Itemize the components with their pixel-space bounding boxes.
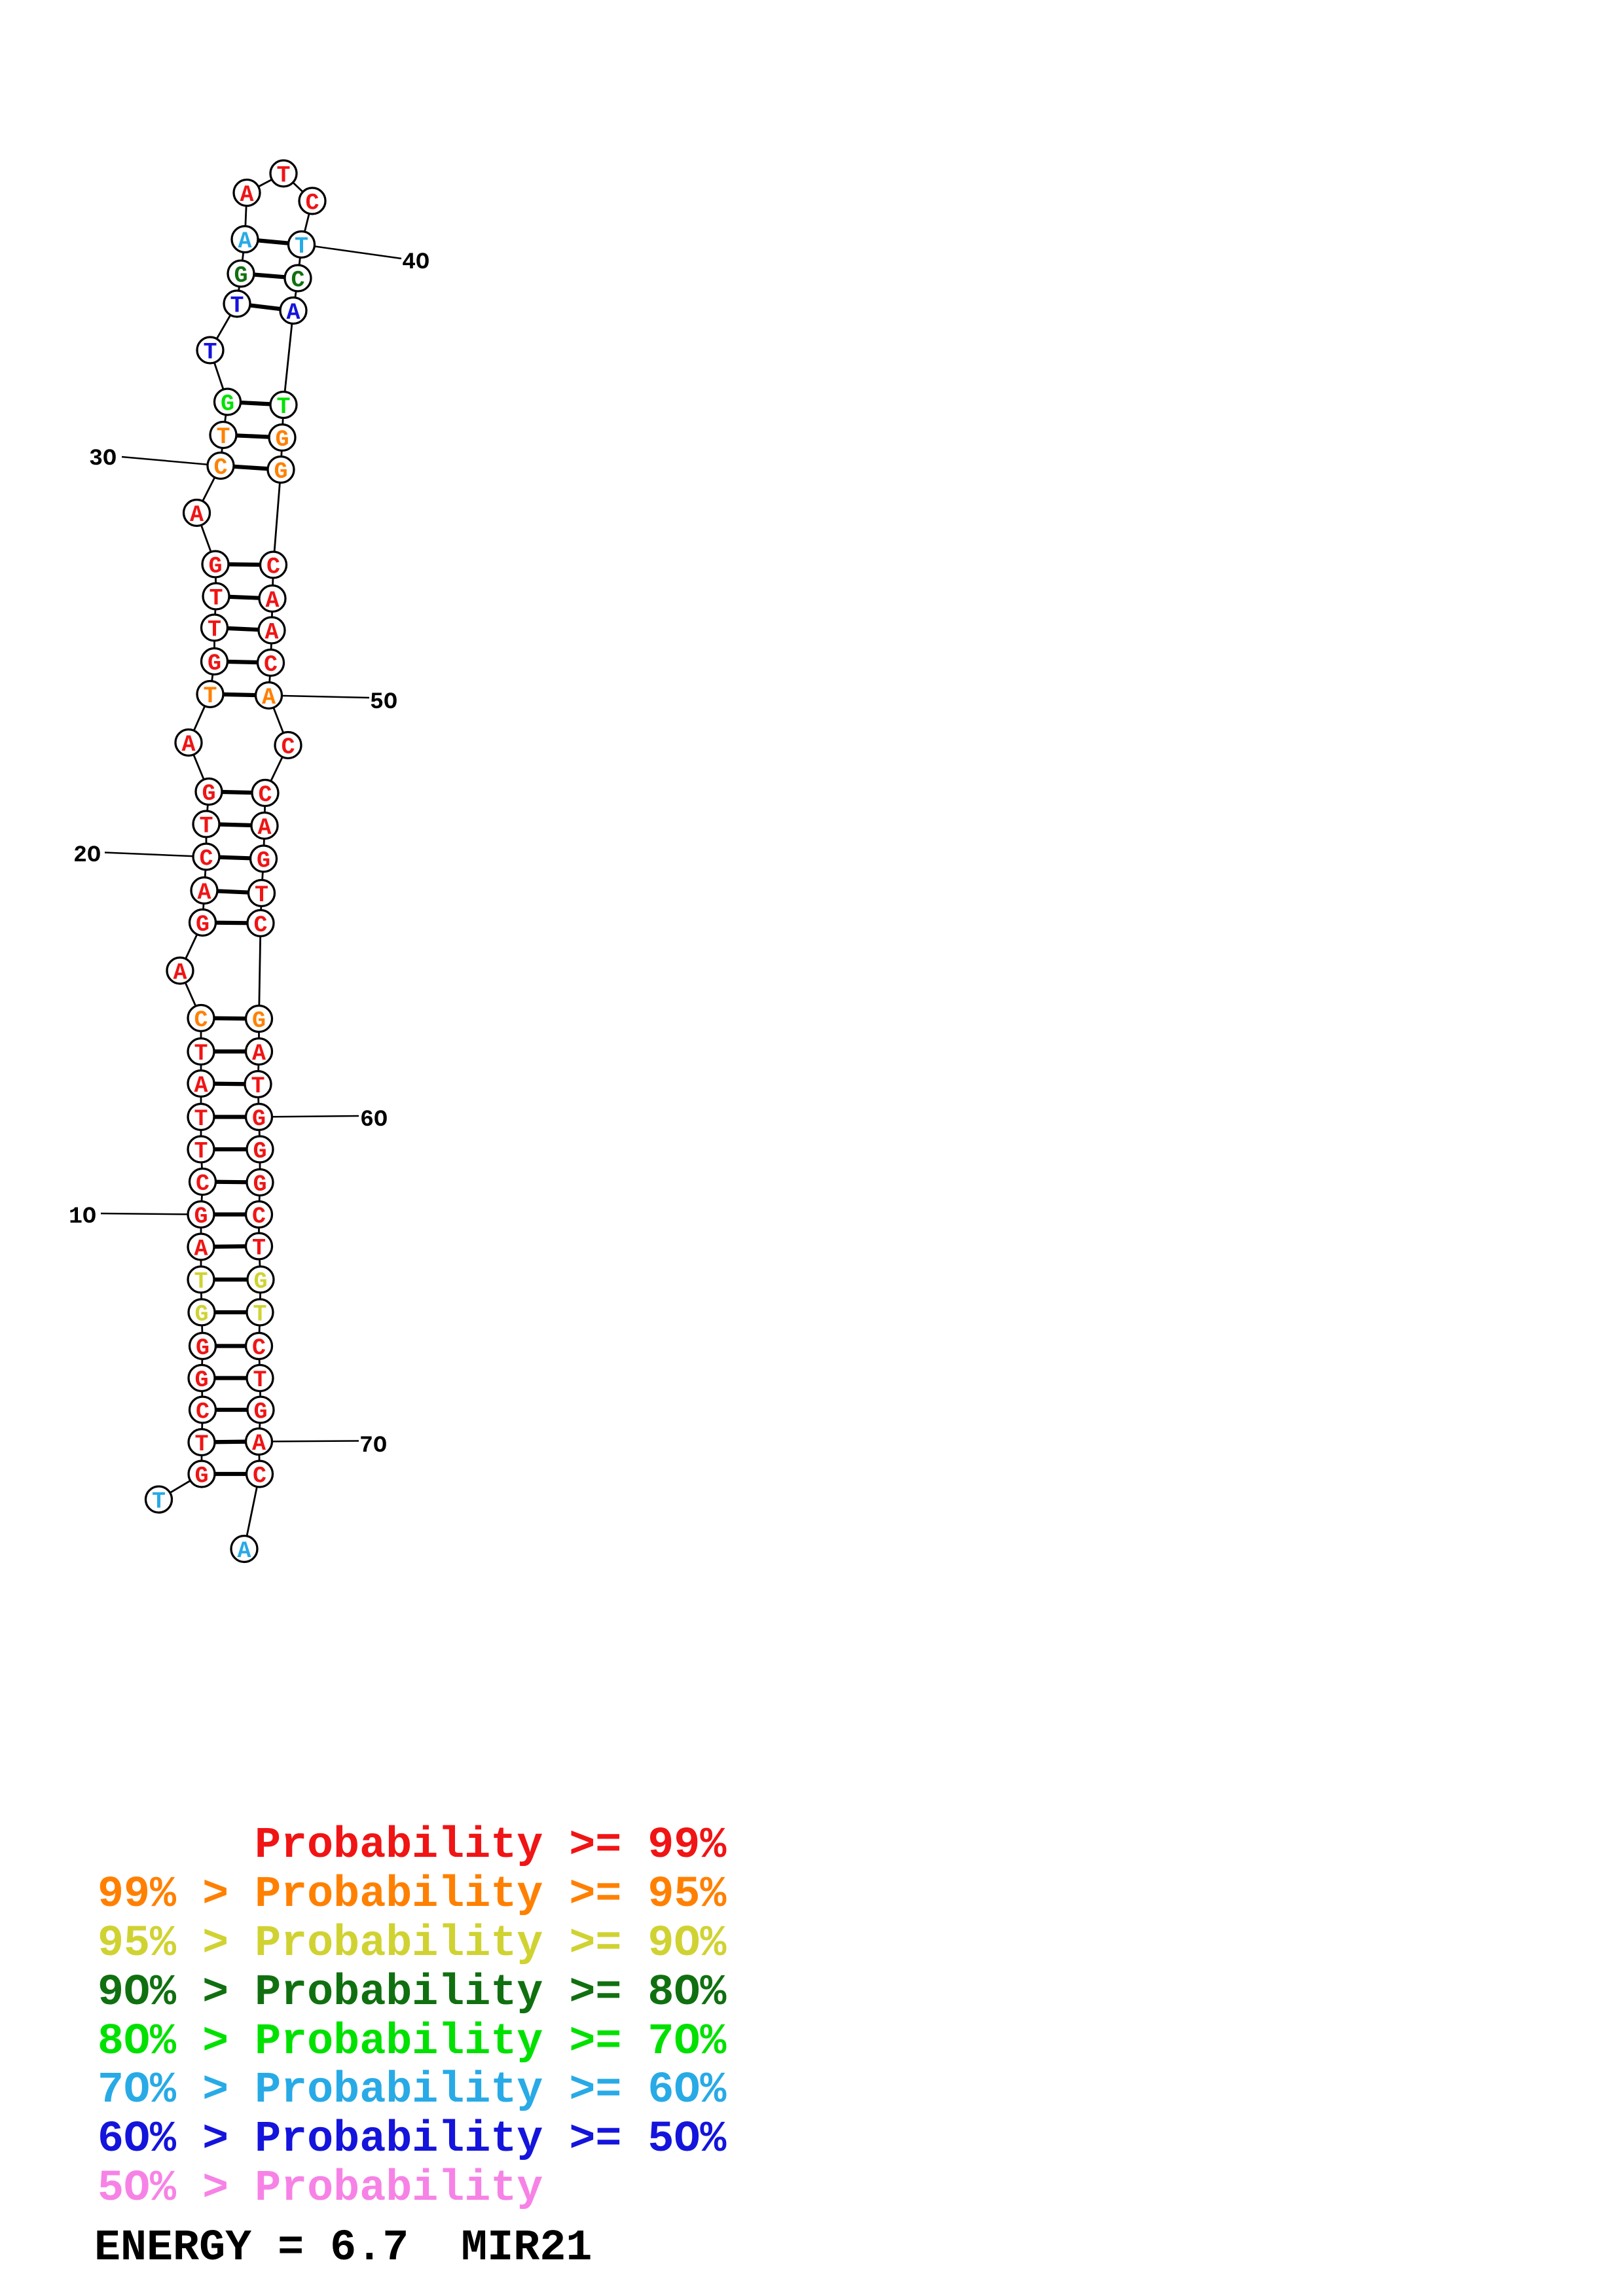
svg-text:C: C [266, 554, 280, 581]
svg-text:T: T [208, 617, 221, 643]
svg-text:C: C [194, 1007, 208, 1033]
svg-text:A: A [197, 880, 211, 906]
svg-text:C: C [252, 1335, 266, 1361]
svg-text:5O% > Probability: 5O% > Probability [98, 2164, 543, 2214]
svg-text:7O% > Probability >= 6O%: 7O% > Probability >= 6O% [98, 2066, 727, 2115]
svg-text:T: T [209, 586, 223, 612]
svg-text:G: G [221, 391, 234, 418]
svg-text:G: G [253, 1269, 267, 1295]
svg-text:T: T [194, 1106, 208, 1132]
svg-text:G: G [234, 263, 247, 289]
svg-text:T: T [295, 234, 308, 260]
svg-text:T: T [253, 1367, 266, 1393]
svg-text:A: A [238, 228, 251, 255]
svg-text:C: C [253, 1463, 266, 1490]
svg-text:4O: 4O [402, 249, 429, 276]
svg-text:G: G [208, 651, 221, 677]
svg-text:T: T [216, 424, 230, 450]
svg-text:G: G [253, 1172, 266, 1198]
svg-text:ENERGY = 6.7 MIR21: ENERGY = 6.7 MIR21 [94, 2223, 592, 2273]
svg-text:G: G [275, 427, 289, 453]
svg-text:A: A [257, 815, 271, 841]
svg-text:C: C [281, 734, 295, 761]
svg-text:T: T [199, 814, 213, 840]
svg-text:A: A [190, 502, 204, 528]
svg-text:G: G [194, 1367, 208, 1393]
svg-text:95% > Probability >= 9O%: 95% > Probability >= 9O% [98, 1919, 727, 1969]
svg-text:G: G [194, 1204, 208, 1230]
svg-text:C: C [258, 782, 272, 808]
svg-text:3O: 3O [89, 446, 117, 472]
svg-text:6O: 6O [360, 1107, 388, 1133]
svg-text:T: T [230, 293, 244, 319]
svg-text:T: T [203, 340, 217, 366]
svg-text:G: G [208, 554, 222, 580]
svg-text:T: T [194, 1431, 208, 1458]
svg-text:T: T [194, 1139, 208, 1165]
svg-text:T: T [251, 1073, 264, 1100]
svg-text:8O% > Probability >= 7O%: 8O% > Probability >= 7O% [98, 2017, 727, 2067]
svg-text:C: C [252, 1204, 266, 1230]
svg-text:G: G [253, 1399, 267, 1426]
svg-text:G: G [274, 459, 287, 485]
svg-text:C: C [264, 652, 278, 678]
svg-text:T: T [255, 882, 268, 908]
svg-text:G: G [202, 781, 215, 807]
svg-text:A: A [264, 620, 278, 646]
svg-text:A: A [240, 182, 253, 208]
svg-text:Probability >= 99%: Probability >= 99% [255, 1821, 727, 1871]
svg-text:G: G [194, 1463, 208, 1490]
svg-text:7O: 7O [359, 1433, 387, 1459]
svg-text:T: T [276, 163, 290, 189]
svg-text:1O: 1O [69, 1204, 96, 1230]
svg-text:6O% > Probability >= 5O%: 6O% > Probability >= 5O% [98, 2115, 727, 2164]
svg-text:99% > Probability >= 95%: 99% > Probability >= 95% [98, 1870, 727, 1920]
svg-text:T: T [152, 1489, 166, 1515]
svg-text:A: A [237, 1538, 251, 1564]
svg-text:2O: 2O [73, 842, 101, 869]
svg-text:C: C [213, 455, 227, 481]
svg-text:A: A [194, 1236, 208, 1263]
svg-text:9O% > Probability >= 8O%: 9O% > Probability >= 8O% [98, 1968, 727, 2018]
svg-text:A: A [194, 1073, 208, 1099]
svg-text:A: A [181, 732, 195, 758]
svg-text:C: C [196, 1399, 210, 1426]
svg-text:C: C [253, 912, 267, 939]
svg-text:G: G [257, 848, 270, 874]
svg-text:G: G [252, 1106, 266, 1132]
svg-text:A: A [265, 588, 279, 614]
svg-text:T: T [276, 394, 290, 420]
svg-text:A: A [252, 1041, 266, 1067]
svg-text:C: C [305, 190, 319, 217]
svg-text:T: T [252, 1236, 266, 1262]
svg-text:C: C [196, 1171, 210, 1197]
svg-text:G: G [194, 1302, 208, 1328]
svg-text:A: A [286, 300, 300, 326]
svg-text:T: T [194, 1269, 208, 1295]
svg-text:C: C [291, 268, 304, 294]
svg-text:G: G [196, 1335, 210, 1361]
svg-text:T: T [203, 683, 217, 709]
svg-text:T: T [194, 1041, 208, 1067]
svg-text:G: G [196, 912, 210, 938]
svg-text:A: A [252, 1431, 266, 1457]
svg-text:A: A [173, 960, 187, 986]
svg-text:5O: 5O [370, 689, 397, 715]
svg-text:G: G [252, 1008, 266, 1034]
svg-text:T: T [253, 1302, 266, 1328]
svg-text:G: G [253, 1139, 266, 1165]
svg-text:C: C [199, 846, 213, 872]
svg-text:A: A [262, 685, 276, 711]
